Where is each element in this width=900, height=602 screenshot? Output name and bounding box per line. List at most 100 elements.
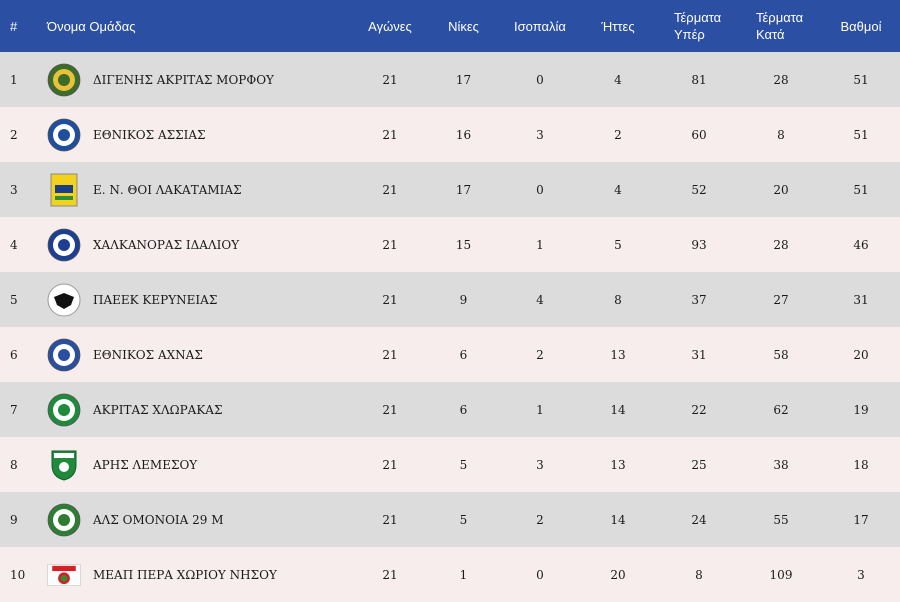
goals-against-cell: 28	[773, 72, 789, 87]
aris-crest-icon	[47, 448, 81, 482]
table-row[interactable]: 4 ΧΑΛΚΑΝΟΡΑΣ ΙΔΑΛΙΟΥ 21 15 1 5 93 28 46	[0, 217, 900, 272]
goals-against-cell: 8	[777, 127, 785, 142]
wins-cell: 5	[459, 457, 468, 472]
chalkanoras-crest-icon	[47, 228, 81, 262]
team-name[interactable]: ΠΑΕΕΚ ΚΕΡΥΝΕΙΑΣ	[93, 292, 218, 307]
losses-cell: 14	[610, 402, 626, 417]
header-losses[interactable]: Ήττες	[601, 18, 635, 34]
digenis-crest-icon	[47, 63, 81, 97]
played-cell: 21	[382, 182, 398, 197]
header-draws[interactable]: Ισοπαλία	[514, 18, 566, 34]
points-cell: 51	[853, 72, 869, 87]
points-cell: 51	[853, 182, 869, 197]
losses-cell: 8	[614, 292, 622, 307]
header-wins[interactable]: Νίκες	[448, 18, 479, 34]
points-cell: 19	[853, 402, 869, 417]
played-cell: 21	[382, 512, 398, 527]
goals-for-cell: 25	[691, 457, 707, 472]
points-cell: 46	[853, 237, 869, 252]
team-cell[interactable]: ΑΡΗΣ ΛΕΜΕΣΟΥ	[45, 437, 355, 492]
draws-cell: 2	[536, 347, 544, 362]
losses-cell: 5	[614, 237, 622, 252]
team-name[interactable]: ΜΕΑΠ ΠΕΡΑ ΧΩΡΙΟΥ ΝΗΣΟΥ	[93, 567, 277, 582]
losses-cell: 20	[610, 567, 626, 582]
rank-cell: 2	[10, 127, 18, 142]
header-team[interactable]: Όνομα Ομάδας	[47, 18, 136, 34]
played-cell: 21	[382, 457, 398, 472]
header-goals-against[interactable]: Τέρματα Κατά	[756, 10, 804, 42]
losses-cell: 4	[614, 182, 622, 197]
goals-for-cell: 60	[691, 127, 707, 142]
team-name[interactable]: ΑΡΗΣ ΛΕΜΕΣΟΥ	[93, 457, 198, 472]
team-cell[interactable]: ΠΑΕΕΚ ΚΕΡΥΝΕΙΑΣ	[45, 272, 355, 327]
goals-against-cell: 62	[773, 402, 789, 417]
goals-for-cell: 24	[691, 512, 707, 527]
played-cell: 21	[382, 347, 398, 362]
goals-against-cell: 38	[773, 457, 789, 472]
wins-cell: 1	[459, 567, 468, 582]
wins-cell: 9	[459, 292, 468, 307]
table-row[interactable]: 3 Ε. Ν. ΘΟΙ ΛΑΚΑΤΑΜΙΑΣ 21 17 0 4 52 20 51	[0, 162, 900, 217]
played-cell: 21	[382, 237, 398, 252]
team-name[interactable]: ΑΛΣ ΟΜΟΝΟΙΑ 29 Μ	[93, 512, 224, 527]
table-row[interactable]: 1 ΔΙΓΕΝΗΣ ΑΚΡΙΤΑΣ ΜΟΡΦΟΥ 21 17 0 4 81 28 51	[0, 52, 900, 107]
goals-against-cell: 27	[773, 292, 789, 307]
wins-cell: 16	[455, 127, 472, 142]
team-cell[interactable]: ΕΘΝΙΚΟΣ ΑΧΝΑΣ	[45, 327, 355, 382]
team-name[interactable]: ΕΘΝΙΚΟΣ ΑΣΣΙΑΣ	[93, 127, 206, 142]
rank-cell: 9	[10, 512, 18, 527]
draws-cell: 1	[536, 237, 544, 252]
team-cell[interactable]: ΑΚΡΙΤΑΣ ΧΛΩΡΑΚΑΣ	[45, 382, 355, 437]
goals-against-cell: 55	[773, 512, 789, 527]
rank-cell: 5	[10, 292, 18, 307]
header-played[interactable]: Αγώνες	[368, 18, 412, 34]
points-cell: 51	[853, 127, 869, 142]
points-cell: 20	[853, 347, 869, 362]
points-cell: 18	[853, 457, 869, 472]
wins-cell: 17	[455, 182, 472, 197]
table-row[interactable]: 6 ΕΘΝΙΚΟΣ ΑΧΝΑΣ 21 6 2 13 31 58 20	[0, 327, 900, 382]
team-name[interactable]: ΧΑΛΚΑΝΟΡΑΣ ΙΔΑΛΙΟΥ	[93, 237, 240, 252]
draws-cell: 0	[536, 72, 544, 87]
goals-for-cell: 93	[691, 237, 707, 252]
table-row[interactable]: 7 ΑΚΡΙΤΑΣ ΧΛΩΡΑΚΑΣ 21 6 1 14 22 62 19	[0, 382, 900, 437]
rank-cell: 3	[10, 182, 18, 197]
table-row[interactable]: 10 ΜΕΑΠ ΠΕΡΑ ΧΩΡΙΟΥ ΝΗΣΟΥ 21 1 0 20 8 109 3	[0, 547, 900, 602]
wins-cell: 6	[459, 347, 468, 362]
team-cell[interactable]: Ε. Ν. ΘΟΙ ΛΑΚΑΤΑΜΙΑΣ	[45, 162, 355, 217]
goals-for-cell: 8	[695, 567, 703, 582]
goals-against-cell: 20	[773, 182, 789, 197]
ethnikos-assias-crest-icon	[47, 118, 81, 152]
table-header: # Όνομα Ομάδας Αγώνες Νίκες Ισοπαλία Ήττ…	[0, 0, 900, 52]
team-name[interactable]: ΕΘΝΙΚΟΣ ΑΧΝΑΣ	[93, 347, 203, 362]
goals-for-cell: 22	[691, 402, 707, 417]
team-cell[interactable]: ΧΑΛΚΑΝΟΡΑΣ ΙΔΑΛΙΟΥ	[45, 217, 355, 272]
points-cell: 3	[857, 567, 865, 582]
played-cell: 21	[382, 567, 398, 582]
table-row[interactable]: 2 ΕΘΝΙΚΟΣ ΑΣΣΙΑΣ 21 16 3 2 60 8 51	[0, 107, 900, 162]
table-row[interactable]: 8 ΑΡΗΣ ΛΕΜΕΣΟΥ 21 5 3 13 25 38 18	[0, 437, 900, 492]
team-name[interactable]: Ε. Ν. ΘΟΙ ΛΑΚΑΤΑΜΙΑΣ	[93, 182, 242, 197]
paeek-crest-icon	[47, 283, 81, 317]
ethnikos-achnas-crest-icon	[47, 338, 81, 372]
table-row[interactable]: 5 ΠΑΕΕΚ ΚΕΡΥΝΕΙΑΣ 21 9 4 8 37 27 31	[0, 272, 900, 327]
team-name[interactable]: ΔΙΓΕΝΗΣ ΑΚΡΙΤΑΣ ΜΟΡΦΟΥ	[93, 72, 274, 87]
points-cell: 17	[853, 512, 869, 527]
losses-cell: 13	[610, 347, 626, 362]
team-cell[interactable]: ΔΙΓΕΝΗΣ ΑΚΡΙΤΑΣ ΜΟΡΦΟΥ	[45, 52, 355, 107]
table-row[interactable]: 9 ΑΛΣ ΟΜΟΝΟΙΑ 29 Μ 21 5 2 14 24 55 17	[0, 492, 900, 547]
draws-cell: 2	[536, 512, 544, 527]
header-goals-for[interactable]: Τέρματα Υπέρ	[674, 10, 722, 42]
goals-for-cell: 31	[691, 347, 707, 362]
losses-cell: 4	[614, 72, 622, 87]
team-cell[interactable]: ΜΕΑΠ ΠΕΡΑ ΧΩΡΙΟΥ ΝΗΣΟΥ	[45, 547, 355, 602]
header-rank[interactable]: #	[10, 18, 18, 34]
team-cell[interactable]: ΑΛΣ ΟΜΟΝΟΙΑ 29 Μ	[45, 492, 355, 547]
wins-cell: 5	[459, 512, 468, 527]
header-points[interactable]: Βαθμοί	[840, 18, 882, 34]
goals-for-cell: 37	[691, 292, 707, 307]
team-name[interactable]: ΑΚΡΙΤΑΣ ΧΛΩΡΑΚΑΣ	[93, 402, 223, 417]
meap-crest-icon	[47, 558, 81, 592]
team-cell[interactable]: ΕΘΝΙΚΟΣ ΑΣΣΙΑΣ	[45, 107, 355, 162]
draws-cell: 4	[536, 292, 544, 307]
